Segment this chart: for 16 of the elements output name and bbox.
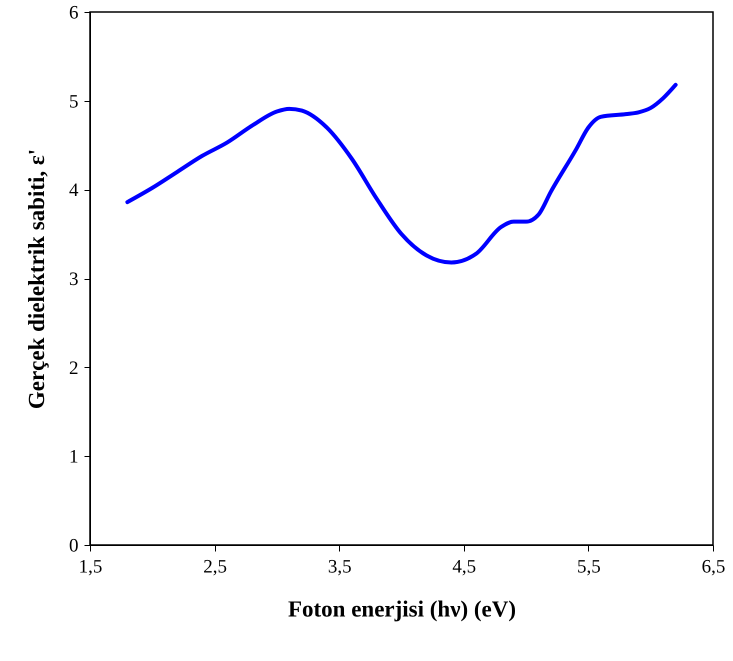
x-tick-label: 3,5: [328, 556, 352, 578]
y-axis-title: Gerçek dielektrik sabiti, ε': [24, 148, 49, 410]
x-tick-label: 5,5: [577, 556, 601, 578]
y-tick-label: 5: [69, 91, 78, 112]
line-series: [125, 82, 678, 265]
y-tick-label: 6: [69, 2, 78, 24]
x-axis-title: Foton enerjisi (hν) (eV): [288, 596, 516, 622]
x-tick-label: 4,5: [452, 556, 476, 578]
x-tick-label: 2,5: [203, 556, 227, 578]
y-tick-label: 0: [69, 536, 78, 556]
y-tick-label: 4: [69, 180, 79, 202]
x-tick-label: 1,5: [78, 556, 102, 578]
y-tick-label: 3: [69, 269, 78, 290]
y-tick-label: 1: [69, 446, 78, 468]
x-tick-label: 6,5: [702, 556, 726, 578]
y-tick-label: 2: [69, 358, 78, 379]
